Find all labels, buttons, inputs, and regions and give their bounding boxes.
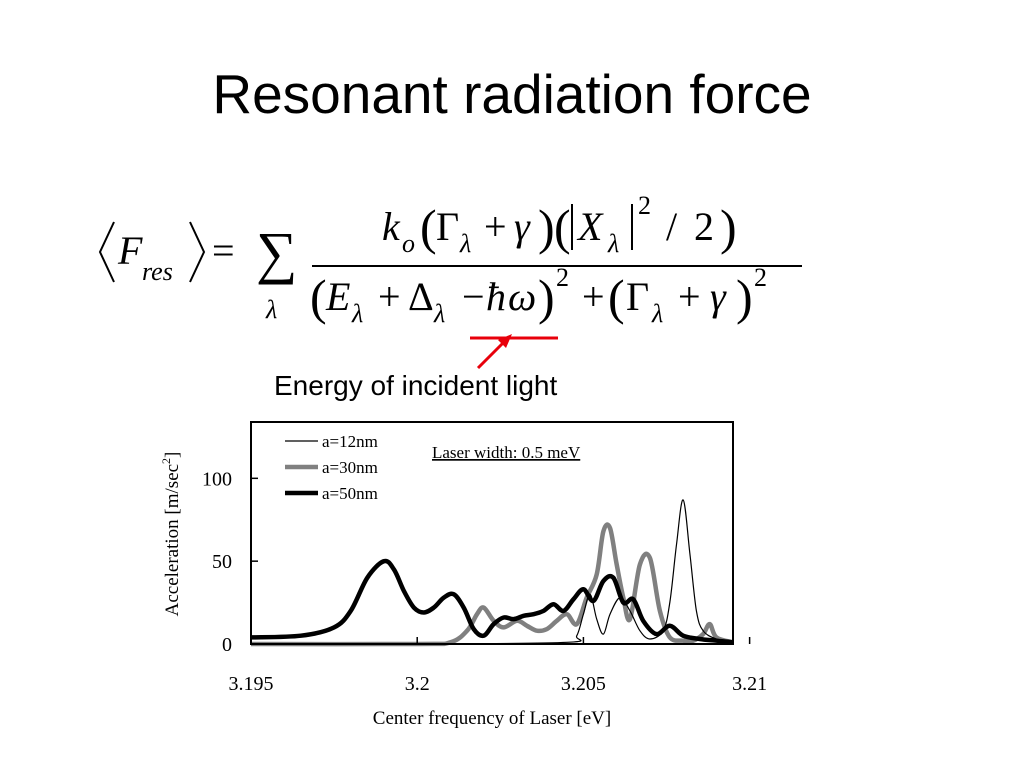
den-e: E bbox=[325, 274, 350, 319]
x-tick-label: 3.205 bbox=[561, 673, 606, 695]
num-gamma-cap: Γ bbox=[436, 204, 459, 249]
den-plus-1: + bbox=[378, 274, 401, 319]
inset-label: Laser width: 0.5 meV bbox=[432, 443, 581, 462]
num-lambda-2: λ bbox=[607, 229, 619, 258]
num-paren-close-2: ) bbox=[720, 199, 737, 255]
equals-sign: = bbox=[212, 228, 235, 273]
x-tick-label: 3.195 bbox=[229, 673, 274, 695]
num-div: / bbox=[666, 204, 678, 249]
num-lambda-1: λ bbox=[459, 229, 471, 258]
x-tick-label: 3.21 bbox=[732, 673, 767, 695]
series-line-a-50nm bbox=[250, 558, 734, 645]
radiation-force-formula: F res = ∑ λ k o ( Γ λ + γ ) ( X λ 2 / 2 … bbox=[98, 191, 802, 340]
den-paren-open: ( bbox=[310, 269, 327, 325]
annotation-label: Energy of incident light bbox=[274, 370, 558, 401]
right-angle-bracket bbox=[189, 221, 206, 283]
lhs-subscript: res bbox=[142, 257, 173, 286]
legend-label-a12: a=12nm bbox=[322, 432, 378, 451]
num-paren-open-2: ( bbox=[554, 199, 571, 255]
den-omega: ω bbox=[508, 274, 536, 319]
den-lambda-1: λ bbox=[351, 299, 363, 328]
den-plus-2: + bbox=[582, 274, 605, 319]
num-x: X bbox=[576, 204, 604, 249]
den-lambda-2: λ bbox=[433, 299, 445, 328]
left-angle-bracket bbox=[98, 221, 115, 283]
den-lambda-3: λ bbox=[651, 299, 663, 328]
plot-frame bbox=[250, 421, 734, 645]
den-plus-3: + bbox=[678, 274, 701, 319]
arrow-head bbox=[498, 334, 512, 348]
num-k: k bbox=[382, 204, 401, 249]
den-exp-2: 2 bbox=[754, 263, 767, 292]
x-axis-label: Center frequency of Laser [eV] bbox=[373, 708, 611, 729]
den-minus: − bbox=[462, 274, 485, 319]
y-axis-label-main: Acceleration [m/sec bbox=[162, 464, 183, 616]
num-k-sub: o bbox=[402, 229, 415, 258]
annotation-arrow bbox=[476, 334, 512, 370]
lhs-symbol: F bbox=[117, 228, 143, 273]
den-gamma-cap: Γ bbox=[626, 274, 649, 319]
y-axis-label-close: ] bbox=[162, 452, 183, 458]
den-delta: Δ bbox=[408, 274, 434, 319]
num-gamma: γ bbox=[514, 204, 531, 249]
num-exp: 2 bbox=[638, 191, 651, 220]
den-exp-1: 2 bbox=[556, 263, 569, 292]
slide-title: Resonant radiation force bbox=[212, 63, 812, 125]
den-paren-open-2: ( bbox=[608, 269, 625, 325]
y-tick-label: 50 bbox=[212, 551, 232, 573]
legend-label-a50: a=50nm bbox=[322, 484, 378, 503]
sum-index: λ bbox=[265, 295, 277, 324]
den-paren-close: ) bbox=[538, 269, 555, 325]
num-paren-open: ( bbox=[420, 199, 437, 255]
tick-layer: 3.195 3.2 3.205 3.21 0 50 100 bbox=[202, 468, 767, 695]
series-line-a-12nm bbox=[250, 499, 734, 645]
legend: a=12nm a=30nm a=50nm bbox=[285, 432, 378, 503]
den-paren-close-2: ) bbox=[736, 269, 753, 325]
num-plus: + bbox=[484, 204, 507, 249]
y-axis-label: Acceleration [m/sec2] bbox=[159, 452, 183, 617]
sum-symbol: ∑ bbox=[256, 220, 297, 285]
den-hbar: ħ bbox=[486, 274, 506, 319]
num-paren-close: ) bbox=[538, 199, 555, 255]
x-tick-label: 3.2 bbox=[405, 673, 430, 695]
y-tick-label: 0 bbox=[222, 634, 232, 656]
y-tick-label: 100 bbox=[202, 468, 232, 490]
den-gamma: γ bbox=[710, 274, 727, 319]
y-axis-label-sup: 2 bbox=[159, 458, 173, 464]
num-two: 2 bbox=[694, 204, 714, 249]
arrow-shaft bbox=[476, 338, 508, 370]
series-layer bbox=[250, 499, 734, 647]
legend-label-a30: a=30nm bbox=[322, 458, 378, 477]
